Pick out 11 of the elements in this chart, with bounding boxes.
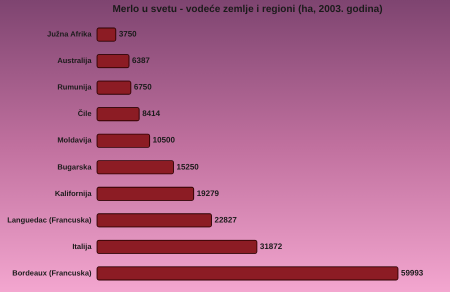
data-label: 6750 (134, 82, 152, 92)
chart-title: Merlo u svetu - vodeće zemlje i regioni (ha, 2003. godina) (112, 4, 383, 15)
data-label: 15250 (176, 162, 200, 172)
data-label: 31872 (260, 242, 283, 251)
data-label: 6387 (132, 56, 150, 66)
data-label: 59993 (401, 268, 424, 278)
data-label: 3750 (118, 30, 138, 39)
data-label: 8414 (142, 109, 161, 118)
data-label: 22827 (214, 215, 238, 224)
data-label: 19279 (196, 188, 220, 198)
data-label: 10500 (152, 136, 176, 145)
